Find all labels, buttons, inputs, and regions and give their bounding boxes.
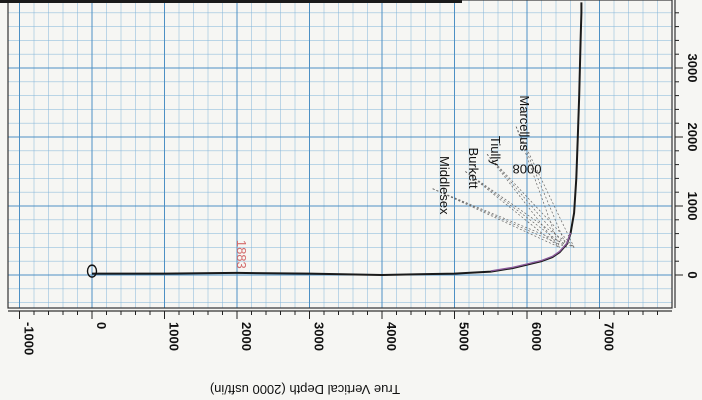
x-axis-title: True Vertical Depth (2000 usft/in) <box>210 382 400 397</box>
formation-guide-line <box>515 126 560 248</box>
formation-label: Burkett <box>466 147 481 189</box>
formation-guide-line <box>515 126 568 248</box>
formation-label: Marcellus <box>517 95 532 151</box>
series-line <box>490 232 572 272</box>
formation-guide-line <box>432 188 575 248</box>
formation-guide-line <box>486 154 568 248</box>
formation-guide-line <box>432 188 560 248</box>
x-tick-label: 3000 <box>312 322 327 351</box>
plot-frame <box>7 0 676 312</box>
plot-border <box>7 0 673 309</box>
formation-guide-line <box>465 171 568 248</box>
y-axis-ticks: 0 1000 2000 3000 <box>675 12 700 279</box>
trajectory-series <box>92 2 583 277</box>
formation-guide-line <box>465 171 560 248</box>
major-grid <box>8 0 672 308</box>
formation-guide-line <box>432 188 568 248</box>
formation-guide-line <box>486 154 575 248</box>
y-tick-label: 1000 <box>685 192 700 221</box>
annotations: 1883 Middlesex Burkett Tiully Marcellus 0008 <box>86 95 542 278</box>
x-axis-ticks: -1000 0 1000 2000 3000 4000 5000 6000 7000 <box>19 311 658 355</box>
depth-label: 1883 <box>234 240 249 269</box>
top-plan-box <box>0 0 462 3</box>
x-tick-label: 6000 <box>529 322 544 351</box>
y-tick-label: 0 <box>685 271 700 278</box>
x-tick-label: 5000 <box>457 322 472 351</box>
x-tick-label: 4000 <box>384 322 399 351</box>
formation-guide-lines <box>432 126 575 248</box>
depth-label: 0008 <box>513 162 542 177</box>
start-marker-icon <box>86 264 98 278</box>
formation-label: Tiully <box>488 136 503 166</box>
x-tick-label: -1000 <box>22 322 37 355</box>
y-tick-label: 3000 <box>685 54 700 83</box>
y-tick-label: 2000 <box>685 123 700 152</box>
x-tick-label: 0 <box>94 322 109 329</box>
x-tick-label: 1000 <box>167 322 182 351</box>
x-tick-label: 7000 <box>602 322 617 351</box>
x-tick-label: 2000 <box>239 322 254 351</box>
formation-label: Middlesex <box>437 156 452 215</box>
